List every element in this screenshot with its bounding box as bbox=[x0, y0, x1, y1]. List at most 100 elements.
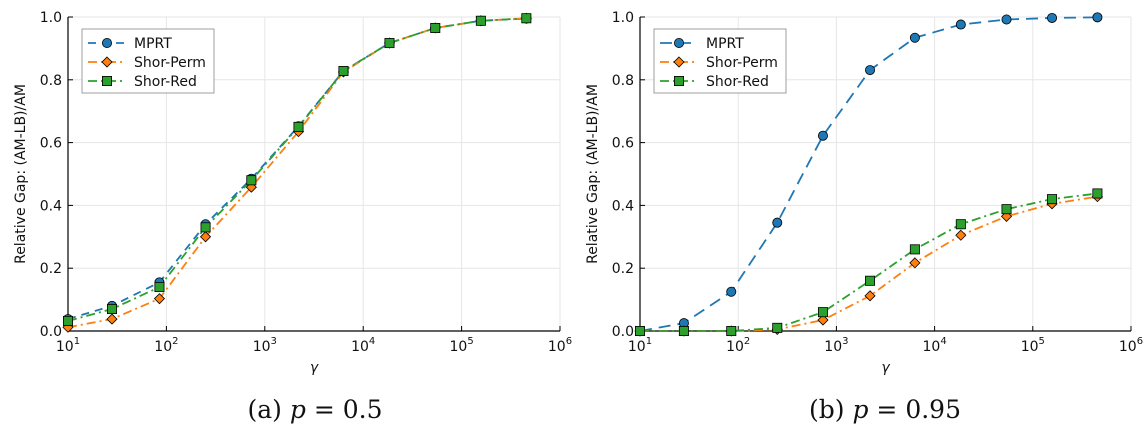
caption-prefix: (a) bbox=[248, 395, 290, 424]
series-shor-red bbox=[63, 13, 532, 326]
data-point bbox=[909, 244, 920, 255]
series-line bbox=[640, 192, 1098, 332]
y-tick-label: 0.6 bbox=[612, 136, 634, 152]
data-point bbox=[635, 325, 646, 336]
x-axis-label: γ bbox=[310, 360, 319, 376]
x-tick-label: 105 bbox=[449, 336, 473, 355]
x-tick-exponent: 4 bbox=[369, 336, 375, 347]
legend-marker bbox=[101, 56, 113, 68]
y-axis-label: Relative Gap: (AM-LB)/AM bbox=[13, 84, 29, 264]
data-point bbox=[338, 66, 349, 77]
data-point bbox=[817, 307, 828, 318]
x-tick-exponent: 1 bbox=[74, 336, 80, 347]
data-point bbox=[772, 322, 783, 333]
y-tick-label: 0.6 bbox=[40, 136, 62, 152]
series-line bbox=[67, 17, 527, 329]
x-tick-label: 104 bbox=[351, 336, 375, 355]
x-tick-base: 10 bbox=[1119, 339, 1137, 355]
caption-value: = 0.5 bbox=[306, 395, 383, 424]
x-tick-exponent: 2 bbox=[172, 336, 178, 347]
y-tick-label: 0.4 bbox=[40, 198, 62, 214]
y-tick-label: 0.8 bbox=[40, 73, 62, 89]
data-point bbox=[726, 286, 737, 297]
data-point bbox=[430, 22, 441, 33]
data-point bbox=[817, 314, 829, 326]
data-point bbox=[1001, 204, 1012, 215]
x-tick-base: 10 bbox=[56, 339, 74, 355]
x-tick-label: 106 bbox=[548, 336, 572, 355]
x-tick-label: 103 bbox=[253, 336, 277, 355]
legend-marker bbox=[673, 56, 685, 68]
y-tick-label: 0.2 bbox=[612, 261, 634, 277]
x-tick-base: 10 bbox=[922, 339, 940, 355]
data-point bbox=[154, 282, 165, 293]
legend-marker bbox=[674, 38, 685, 49]
caption-variable: p bbox=[852, 395, 868, 424]
data-point bbox=[521, 13, 532, 24]
data-point bbox=[678, 325, 689, 336]
x-tick-base: 10 bbox=[1021, 339, 1039, 355]
x-tick-label: 105 bbox=[1021, 336, 1045, 355]
data-point bbox=[384, 38, 395, 49]
legend-label: Shor-Perm bbox=[134, 55, 206, 71]
data-point bbox=[955, 19, 966, 30]
series-line bbox=[640, 195, 1098, 332]
data-point bbox=[63, 315, 74, 326]
legend-label: Shor-Red bbox=[706, 74, 769, 90]
x-tick-label: 102 bbox=[726, 336, 750, 355]
y-tick-label: 0.0 bbox=[40, 324, 62, 340]
data-point bbox=[200, 222, 211, 233]
legend-marker bbox=[102, 38, 113, 49]
data-point bbox=[107, 304, 118, 315]
x-tick-exponent: 5 bbox=[467, 336, 473, 347]
figure-caption: (b) p = 0.95 bbox=[809, 395, 961, 424]
data-point bbox=[772, 217, 783, 228]
x-axis-label: γ bbox=[881, 360, 890, 376]
x-tick-base: 10 bbox=[628, 339, 646, 355]
x-tick-exponent: 6 bbox=[566, 336, 572, 347]
x-tick-base: 10 bbox=[449, 339, 467, 355]
x-tick-label: 104 bbox=[922, 336, 946, 355]
x-tick-exponent: 3 bbox=[842, 336, 848, 347]
data-point bbox=[864, 290, 876, 302]
y-tick-label: 0.2 bbox=[40, 261, 62, 277]
data-point bbox=[817, 130, 828, 141]
data-point bbox=[293, 121, 304, 132]
y-tick-label: 0.8 bbox=[612, 73, 634, 89]
x-tick-label: 101 bbox=[56, 336, 80, 355]
data-point bbox=[475, 15, 486, 26]
data-point bbox=[1092, 12, 1103, 23]
x-tick-label: 101 bbox=[628, 336, 652, 355]
x-tick-base: 10 bbox=[824, 339, 842, 355]
y-tick-label: 0.0 bbox=[612, 324, 634, 340]
x-tick-label: 106 bbox=[1119, 336, 1143, 355]
data-point bbox=[246, 175, 257, 186]
data-point bbox=[909, 257, 921, 269]
data-point bbox=[865, 275, 876, 286]
data-point bbox=[1092, 188, 1103, 199]
x-tick-exponent: 4 bbox=[940, 336, 946, 347]
x-tick-exponent: 3 bbox=[271, 336, 277, 347]
x-tick-exponent: 1 bbox=[646, 336, 652, 347]
legend-label: Shor-Perm bbox=[706, 55, 778, 71]
data-point bbox=[865, 65, 876, 76]
y-tick-label: 0.4 bbox=[612, 198, 634, 214]
legend-label: Shor-Red bbox=[134, 74, 197, 90]
caption-value: = 0.95 bbox=[868, 395, 961, 424]
x-tick-exponent: 2 bbox=[744, 336, 750, 347]
data-point bbox=[909, 32, 920, 43]
figure-caption: (a) p = 0.5 bbox=[248, 395, 383, 424]
x-tick-base: 10 bbox=[726, 339, 744, 355]
legend-marker bbox=[102, 76, 113, 87]
data-point bbox=[955, 219, 966, 230]
x-tick-base: 10 bbox=[253, 339, 271, 355]
x-tick-base: 10 bbox=[351, 339, 369, 355]
legend: MPRT Shor-Perm Shor-Red bbox=[653, 28, 787, 94]
data-point bbox=[1001, 14, 1012, 25]
x-tick-exponent: 5 bbox=[1039, 336, 1045, 347]
data-point bbox=[726, 325, 737, 336]
data-point bbox=[199, 231, 212, 243]
y-axis-label: Relative Gap: (AM-LB)/AM bbox=[585, 84, 601, 264]
